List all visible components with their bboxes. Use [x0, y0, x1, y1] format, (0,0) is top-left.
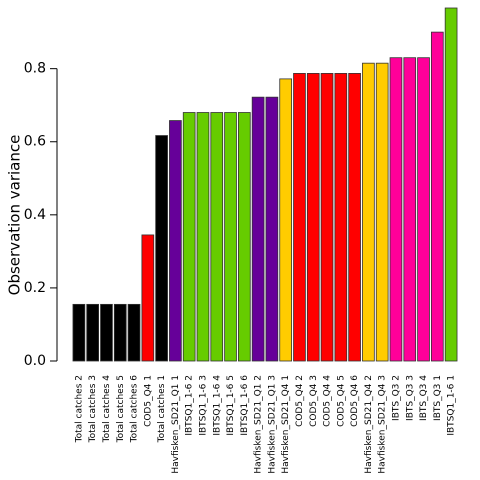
y-tick-label: 0.6	[24, 134, 46, 150]
x-tick-label: IBTSQ1_1-6 4	[212, 375, 222, 436]
y-axis-label: Observation variance	[6, 135, 24, 296]
bar	[210, 112, 224, 362]
x-tick-label: IBTSQ1_1-6 5	[226, 375, 236, 436]
bar	[86, 303, 100, 362]
bar	[182, 112, 196, 362]
bar	[100, 303, 113, 362]
x-tick-label: COD5_Q4 6	[350, 375, 360, 427]
bar	[251, 96, 265, 362]
x-tick-label: Total catches 4	[102, 375, 112, 444]
x-tick-label: Havfisken_SD21_Q4 3	[378, 375, 388, 474]
bar	[375, 62, 389, 362]
x-tick-label: COD5_Q4 1	[143, 375, 153, 427]
bar	[334, 73, 348, 362]
bar	[389, 57, 403, 362]
bar	[430, 31, 444, 362]
x-tick-label: Havfisken_SD21_Q1 1	[171, 375, 181, 474]
y-tick-label: 0.8	[24, 61, 46, 77]
bar	[224, 112, 237, 362]
bar	[320, 73, 334, 362]
bar	[127, 303, 141, 362]
bar	[306, 73, 320, 362]
y-tick-label: 0.4	[24, 207, 46, 223]
bar	[293, 73, 306, 362]
bar	[72, 303, 86, 362]
bar	[155, 135, 168, 362]
x-tick-label: COD5_Q4 3	[309, 375, 319, 427]
bar	[279, 78, 293, 362]
y-tick-label: 0.0	[24, 353, 46, 369]
x-tick-label: IBTSQ1_1-6 6	[240, 375, 250, 436]
x-tick-label: Havfisken_SD21_Q1 2	[254, 375, 264, 474]
bar	[362, 62, 375, 362]
bar	[113, 303, 127, 362]
bar	[196, 112, 210, 362]
y-tick-label: 0.2	[24, 280, 46, 296]
x-tick-label: IBTS_Q3 3	[405, 375, 415, 421]
x-tick-label: Total catches 5	[116, 375, 126, 443]
x-tick-label: Total catches 3	[88, 375, 98, 443]
x-tick-label: IBTSQ1_1-6 2	[185, 375, 195, 436]
x-tick-label: IBTS_Q3 1	[433, 375, 443, 421]
bar	[141, 234, 155, 362]
x-tick-label: Total catches 6	[130, 375, 140, 444]
bar	[237, 112, 251, 362]
x-tick-label: COD5_Q4 5	[336, 375, 346, 427]
bar	[265, 96, 279, 362]
x-tick-label: COD5_Q4 4	[323, 375, 333, 427]
bar	[169, 120, 182, 362]
x-tick-label: Total catches 2	[74, 375, 84, 443]
x-tick-label: COD5_Q4 2	[295, 375, 305, 427]
x-tick-label: Havfisken_SD21_Q4 1	[281, 375, 291, 474]
x-tick-label: IBTS_Q3 4	[419, 375, 429, 421]
bar	[444, 7, 458, 362]
x-tick-label: Havfisken_SD21_Q4 2	[364, 375, 374, 474]
x-tick-label: IBTSQ1_1-6 3	[198, 375, 208, 436]
bar	[348, 73, 361, 362]
x-tick-label: IBTS_Q3 2	[391, 375, 401, 421]
x-tick-label: IBTSQ1_1-6 1	[447, 375, 457, 436]
bar	[403, 57, 417, 362]
x-tick-label: Havfisken_SD21_Q1 3	[267, 375, 277, 474]
bar	[417, 57, 430, 362]
x-tick-label: Total catches 1	[157, 375, 167, 443]
